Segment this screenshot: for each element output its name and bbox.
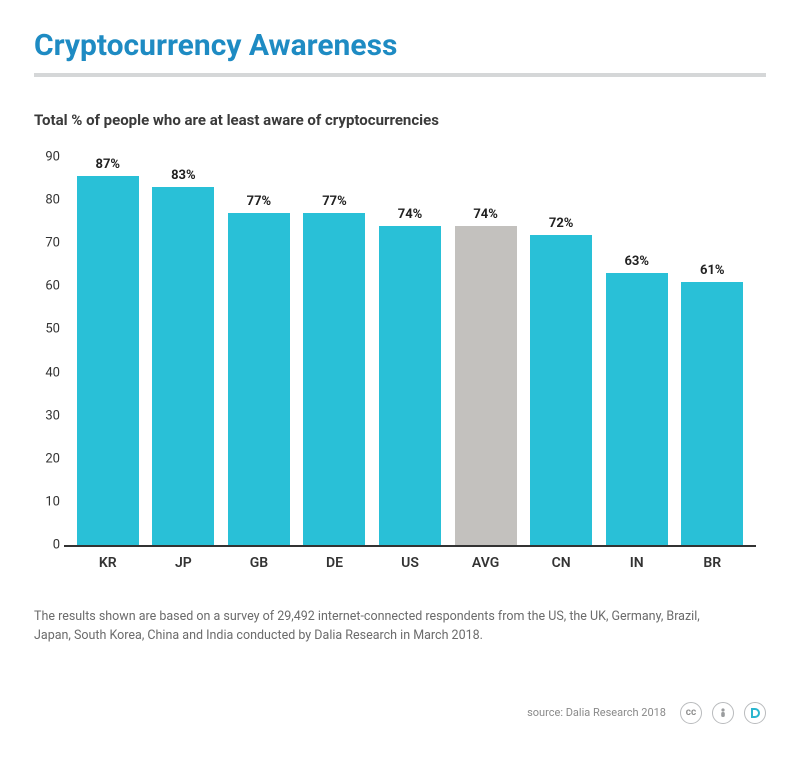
bar-de: 77%	[297, 157, 373, 545]
bar-value-label: 74%	[398, 207, 423, 222]
title-rule	[34, 73, 766, 77]
bars-container: 87% 83% 77% 77% 74% 74% 72% 63% 61%	[64, 157, 756, 545]
bar-br: 61%	[675, 157, 751, 545]
source-label: source: Dalia Research 2018	[527, 706, 666, 719]
dalia-brand-icon	[744, 702, 766, 724]
x-label: AVG	[448, 547, 524, 577]
bar-rect	[606, 273, 668, 545]
chart-subtitle: Total % of people who are at least aware…	[34, 111, 766, 129]
bar-gb: 77%	[221, 157, 297, 545]
bar-rect	[530, 235, 592, 545]
bar-rect	[379, 226, 441, 545]
bar-jp: 83%	[146, 157, 222, 545]
bar-value-label: 83%	[171, 168, 196, 183]
x-label: CN	[523, 547, 599, 577]
x-label: GB	[221, 547, 297, 577]
x-label: IN	[599, 547, 675, 577]
y-tick: 0	[34, 538, 60, 553]
bar-rect	[228, 213, 290, 545]
bar-rect	[455, 226, 517, 545]
plot-area: 87%83%77%77%74%74%72%63%61% 010203040506…	[64, 157, 756, 547]
bar-rect	[303, 213, 365, 545]
bar-value-label: 74%	[473, 207, 498, 222]
page-title: Cryptocurrency Awareness	[34, 28, 766, 63]
y-tick: 80	[34, 193, 60, 208]
footer-row: source: Dalia Research 2018 cc	[34, 702, 766, 724]
awareness-bar-chart: 87%83%77%77%74%74%72%63%61% 010203040506…	[64, 157, 756, 577]
chart-footnote: The results shown are based on a survey …	[34, 607, 714, 646]
y-tick: 70	[34, 236, 60, 251]
y-tick: 20	[34, 451, 60, 466]
bar-value-label: 63%	[624, 254, 649, 269]
bar-kr: 87%	[70, 157, 146, 545]
x-axis-labels: KRJPGBDEUSAVGCNINBR	[64, 547, 756, 577]
bar-us: 74%	[372, 157, 448, 545]
y-tick: 90	[34, 150, 60, 165]
bar-value-label: 72%	[549, 216, 574, 231]
bar-value-label: 77%	[322, 194, 347, 209]
x-label: JP	[146, 547, 222, 577]
y-tick: 60	[34, 279, 60, 294]
y-tick: 40	[34, 365, 60, 380]
cc-icon: cc	[680, 702, 702, 724]
bar-value-label: 61%	[700, 263, 725, 278]
y-tick: 30	[34, 408, 60, 423]
attribution-icon	[712, 702, 734, 724]
y-tick: 50	[34, 322, 60, 337]
bar-in: 63%	[599, 157, 675, 545]
bar-cn: 72%	[523, 157, 599, 545]
y-tick: 10	[34, 494, 60, 509]
x-label: US	[372, 547, 448, 577]
x-label: BR	[675, 547, 751, 577]
x-label: KR	[70, 547, 146, 577]
bar-rect	[77, 176, 139, 545]
bar-avg: 74%	[448, 157, 524, 545]
bar-rect	[152, 187, 214, 545]
bar-value-label: 87%	[96, 157, 121, 172]
bar-value-label: 77%	[247, 194, 272, 209]
bar-rect	[681, 282, 743, 545]
x-label: DE	[297, 547, 373, 577]
